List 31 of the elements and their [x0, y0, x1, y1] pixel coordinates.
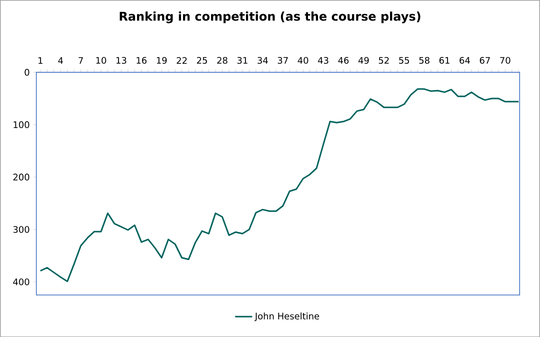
- x-tick-label: 19: [156, 56, 167, 64]
- y-tick-label: 100: [14, 121, 30, 128]
- x-tick-label: 70: [500, 56, 510, 64]
- x-tick-label: 10: [96, 56, 106, 64]
- y-tick-label: 0: [24, 68, 30, 76]
- x-tick-label: 64: [460, 56, 470, 64]
- x-tick-label: 40: [298, 56, 308, 64]
- x-tick-label: 43: [318, 56, 328, 64]
- x-tick-label: 7: [78, 57, 83, 64]
- x-tick-label: 31: [237, 56, 248, 64]
- x-tick-label: 61: [439, 56, 450, 64]
- x-tick-label: 22: [176, 56, 187, 64]
- y-tick-label: 400: [13, 278, 30, 286]
- x-tick-label: 67: [480, 56, 490, 64]
- x-tick-label: 16: [136, 56, 147, 64]
- x-tick-label: 34: [258, 56, 268, 64]
- x-tick-label: 55: [399, 56, 410, 64]
- x-tick-label: 25: [196, 56, 207, 64]
- y-tick-label: 300: [13, 226, 30, 233]
- x-tick-label: 37: [278, 56, 288, 64]
- x-tick-label: 58: [419, 56, 430, 64]
- x-tick-label: 4: [58, 57, 63, 64]
- legend-label: John Heseltine: [254, 312, 320, 322]
- x-tick-label: 52: [378, 56, 389, 64]
- x-tick-label: 49: [358, 56, 369, 64]
- x-tick-label: 28: [217, 56, 228, 64]
- x-tick-label: 13: [116, 56, 126, 64]
- x-tick-label: 1: [38, 57, 42, 64]
- x-tick-label: 46: [338, 56, 349, 64]
- y-tick-label: 200: [13, 174, 30, 180]
- chart-title: Ranking in competition (as the course plays): [120, 11, 420, 24]
